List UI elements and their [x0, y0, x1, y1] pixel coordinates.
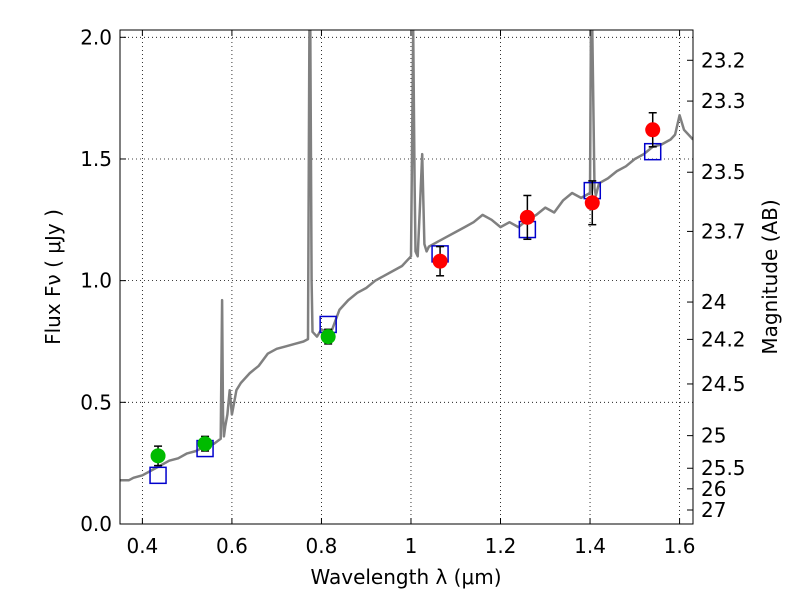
mag-tick-label: 24: [701, 290, 726, 314]
y-axis-label: Flux Fν ( μJy ): [41, 209, 65, 345]
x-tick-label: 1.4: [574, 534, 606, 558]
mag-tick-label: 26: [701, 477, 726, 501]
observed-optical-point: [150, 448, 166, 464]
mag-tick-label: 23.3: [701, 89, 746, 113]
data-layer: [120, 30, 693, 482]
mag-tick-label: 25.5: [701, 456, 746, 480]
spectrum-line: [120, 30, 693, 482]
x-tick-label: 0.8: [306, 534, 338, 558]
y-tick-label: 1.5: [80, 147, 112, 171]
mag-tick-label: 23.7: [701, 219, 746, 243]
mag-tick-label: 24.2: [701, 327, 746, 351]
y-tick-label: 0.0: [80, 512, 112, 536]
y-tick-label: 1.0: [80, 269, 112, 293]
x-axis-label: Wavelength λ (μm): [310, 565, 501, 589]
ticks: 0.4 0.6 0.8 1 1.2 1.4 1.6 0.0 0.5 1.0 1.5 2.0 23.2 23…: [80, 25, 745, 558]
mag-tick-label: 23.2: [701, 48, 746, 72]
x-tick-label: 0.6: [216, 534, 248, 558]
x-tick-label: 1.2: [485, 534, 517, 558]
observed-optical-point: [197, 436, 213, 452]
y-tick-label: 2.0: [80, 25, 112, 49]
observed-optical-point: [320, 329, 336, 345]
observed-nir-point: [519, 209, 535, 225]
x-tick-label: 0.4: [126, 534, 158, 558]
x-tick-label: 1.6: [664, 534, 696, 558]
mag-tick-label: 25: [701, 424, 726, 448]
y-tick-label: 0.5: [80, 390, 112, 414]
error-bars: [149, 111, 662, 485]
observed-nir-point: [432, 253, 448, 269]
y2-axis-label: Magnitude (AB): [758, 199, 782, 354]
plot-frame: [119, 29, 694, 525]
model-photometry-box: [149, 466, 167, 485]
mag-tick-label: 24.5: [701, 372, 746, 396]
observed-nir-point: [645, 122, 661, 138]
mag-tick-label: 23.5: [701, 160, 746, 184]
observed-nir-point: [584, 195, 600, 211]
mag-tick-label: 27: [701, 498, 726, 522]
x-tick-label: 1: [405, 534, 418, 558]
